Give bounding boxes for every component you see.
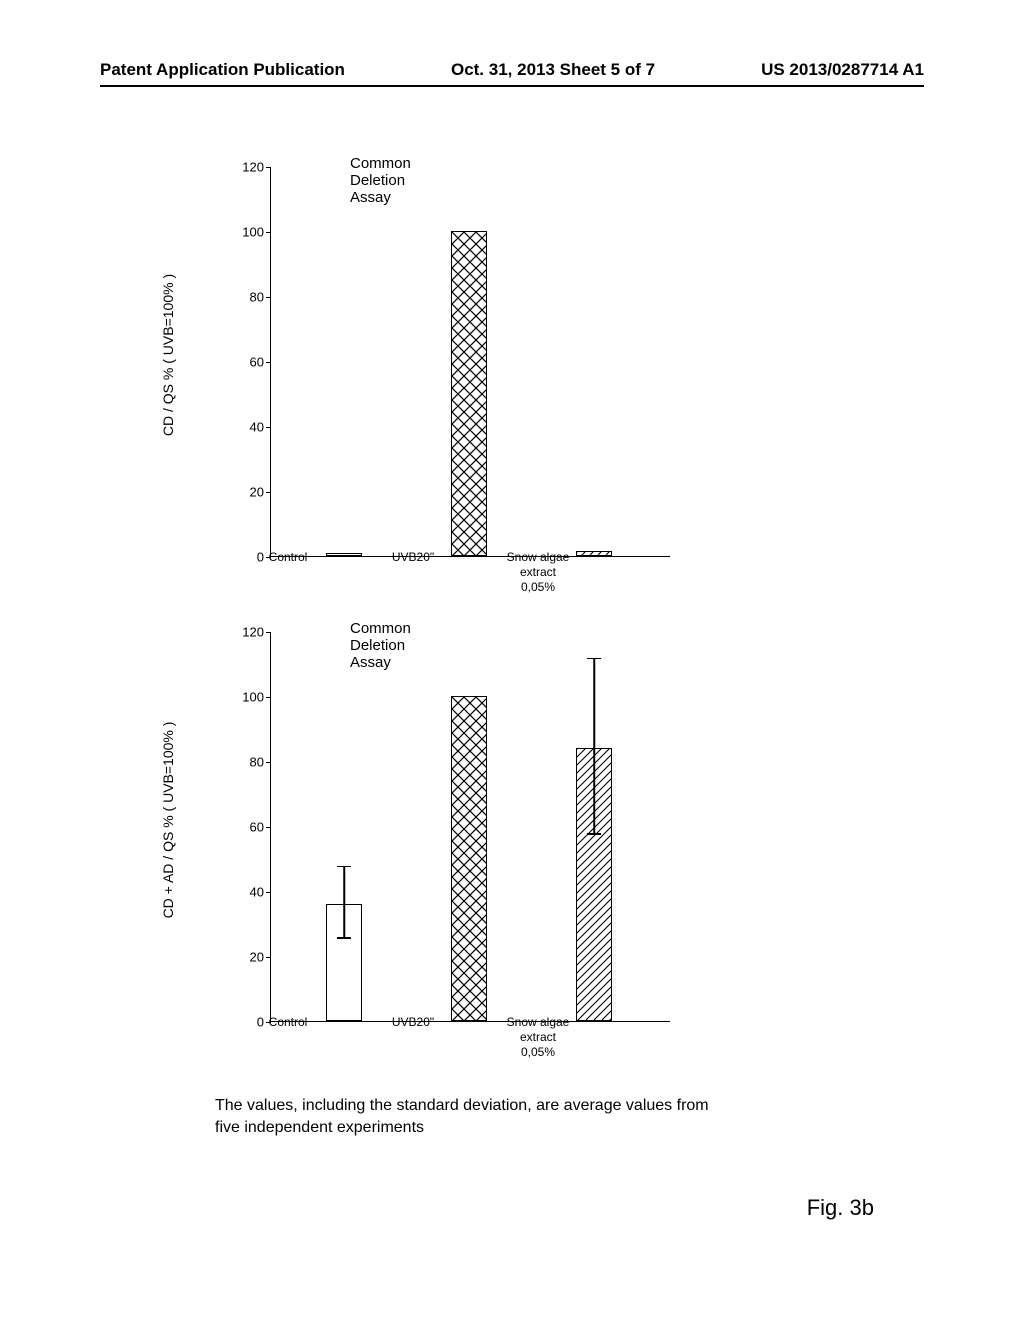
chart-2-plot: 020406080100120 [270,632,670,1022]
error-cap [587,833,601,835]
header-rule [100,85,924,87]
ytick-mark [266,632,271,633]
error-cap [587,658,601,660]
ytick-label: 120 [236,160,264,175]
ytick-label: 100 [236,225,264,240]
error-bar [343,903,345,939]
ytick-mark [266,697,271,698]
ytick-label: 80 [236,755,264,770]
ytick-label: 120 [236,625,264,640]
xlabel: Control [228,1015,348,1030]
figure-label: Fig. 3b [807,1195,874,1221]
ytick-mark [266,827,271,828]
bar [451,231,487,556]
chart-1-ylabel: CD / QS % ( UVB=100% ) [160,274,176,436]
ytick-label: 20 [236,950,264,965]
ytick-mark [266,167,271,168]
bar [451,696,487,1021]
xlabel: UVB20" [353,550,473,565]
ytick-mark [266,297,271,298]
ytick-mark [266,232,271,233]
bar [326,904,362,1021]
xlabel: Snow algaeextract0,05% [478,550,598,595]
error-bar [343,867,345,903]
chart-2-ylabel: CD + AD / QS % ( UVB=100% ) [160,722,176,919]
ytick-mark [266,362,271,363]
ytick-label: 40 [236,420,264,435]
page-header: Patent Application Publication Oct. 31, … [0,60,1024,80]
ytick-label: 60 [236,355,264,370]
error-bar [593,659,595,747]
ytick-mark [266,762,271,763]
ytick-mark [266,892,271,893]
error-cap [337,866,351,868]
ytick-label: 40 [236,885,264,900]
ytick-mark [266,427,271,428]
ytick-label: 20 [236,485,264,500]
error-bar [593,747,595,835]
ytick-mark [266,492,271,493]
xlabel: Snow algaeextract0,05% [478,1015,598,1060]
xlabel: Control [228,550,348,565]
error-cap [337,937,351,939]
ytick-label: 80 [236,290,264,305]
header-right: US 2013/0287714 A1 [761,60,924,80]
bar [576,748,612,1021]
ytick-label: 60 [236,820,264,835]
ytick-mark [266,957,271,958]
chart-1-plot: 020406080100120 [270,167,670,557]
header-left: Patent Application Publication [100,60,345,80]
ytick-label: 100 [236,690,264,705]
header-center: Oct. 31, 2013 Sheet 5 of 7 [451,60,655,80]
figure-caption: The values, including the standard devia… [215,1095,735,1138]
xlabel: UVB20" [353,1015,473,1030]
